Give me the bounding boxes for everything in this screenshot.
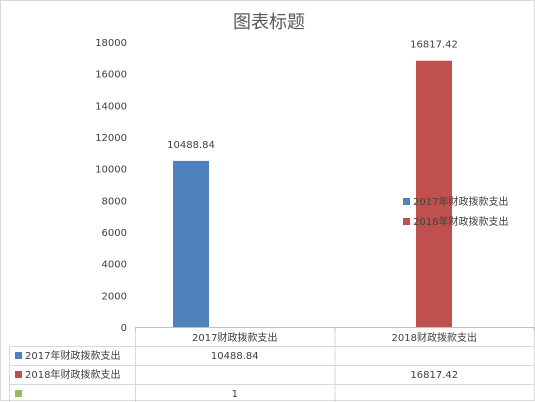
y-tick-label: 10000 [95, 165, 127, 176]
y-tick-label: 6000 [102, 228, 127, 239]
legend-label: 2018年财政拨款支出 [413, 215, 508, 228]
legend-swatch-2 [403, 218, 410, 225]
table-row-swatch-3 [15, 390, 22, 397]
table-cell: 1 [232, 389, 238, 400]
y-tick-label: 2000 [102, 291, 127, 302]
y-tick-label: 4000 [102, 260, 127, 271]
table-row-swatch-2 [15, 371, 22, 378]
y-tick-label: 0 [121, 323, 127, 334]
category-label: 2018财政拨款支出 [392, 331, 477, 344]
y-tick-label: 16000 [95, 70, 127, 81]
table-row-header: 2017年财政拨款支出 [25, 349, 120, 362]
legend-label: 2017年财政拨款支出 [413, 195, 508, 208]
table-row-header: 2018年财政拨款支出 [25, 368, 120, 381]
chart-title: 图表标题 [233, 12, 305, 33]
bar-1-1 [173, 160, 209, 327]
y-tick-label: 14000 [95, 101, 127, 112]
data-label: 16817.42 [410, 40, 458, 51]
bar-2-2 [416, 60, 452, 327]
table-row-swatch-1 [15, 352, 22, 359]
y-tick-label: 18000 [95, 38, 127, 49]
data-label: 10488.84 [167, 140, 215, 151]
table-cell: 16817.42 [410, 370, 458, 381]
category-label: 2017财政拨款支出 [192, 331, 277, 344]
table-cell: 10488.84 [211, 351, 259, 362]
legend-swatch-1 [403, 198, 410, 205]
y-tick-label: 12000 [95, 133, 127, 144]
plot-area: 0 2000 4000 6000 8000 10000 12000 14000 16000 180… [9, 38, 535, 402]
y-tick-label: 8000 [102, 196, 127, 207]
